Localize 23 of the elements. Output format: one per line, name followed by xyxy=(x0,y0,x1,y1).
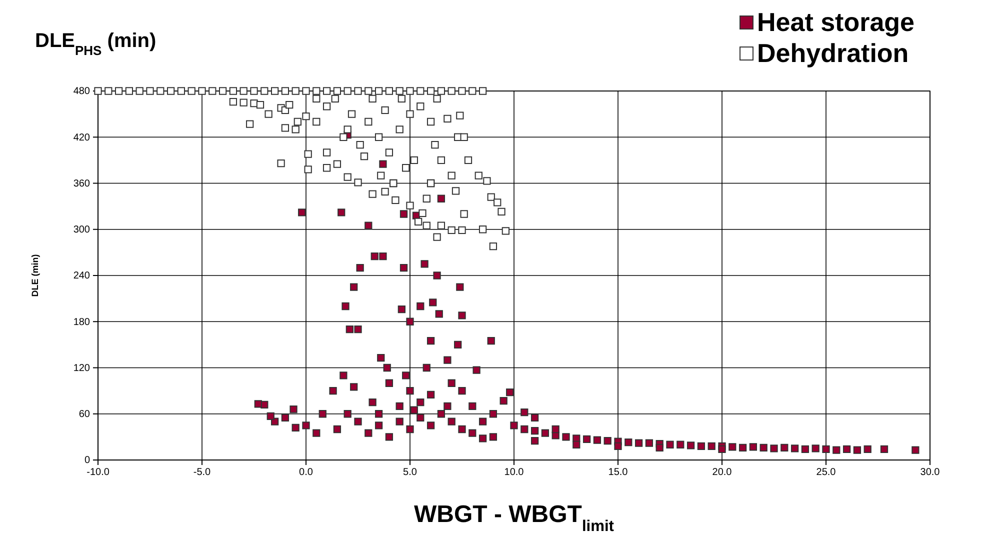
x-tick-label: 0.0 xyxy=(299,467,314,478)
y-tick-label: 0 xyxy=(84,455,90,466)
x-tick-label: -10.0 xyxy=(86,467,110,478)
y-axis-title: DLE (min) xyxy=(30,254,40,297)
x-tick-label: 25.0 xyxy=(816,467,836,478)
y-tick-label: 180 xyxy=(73,316,90,328)
y-tick-label: 420 xyxy=(73,132,90,144)
legend-label: Heat storage xyxy=(757,7,914,37)
x-tick-label: -5.0 xyxy=(193,467,212,478)
x-tick-label: 30.0 xyxy=(920,467,940,478)
y-tick-label: 300 xyxy=(73,224,90,236)
y-tick-label: 60 xyxy=(78,409,90,420)
x-tick-label: 5.0 xyxy=(403,467,418,478)
y-tick-label: 120 xyxy=(73,362,90,374)
x-tick-label: 20.0 xyxy=(712,467,732,478)
y-tick-label: 240 xyxy=(73,270,90,282)
x-tick-label: 15.0 xyxy=(608,467,628,478)
x-axis-title: WBGT - WBGT$_{limit}$ xyxy=(414,501,614,534)
x-tick-label: 10.0 xyxy=(504,467,524,478)
chart-title: DLE$_{PHS}$ (min) xyxy=(35,30,156,58)
legend-label: Dehydration xyxy=(757,38,909,68)
y-tick-label: 480 xyxy=(73,86,90,98)
y-tick-label: 360 xyxy=(73,178,90,190)
